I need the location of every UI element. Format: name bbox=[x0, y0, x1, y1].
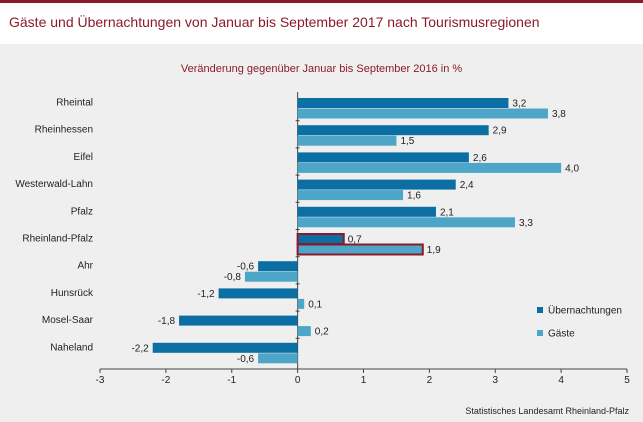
data-label: 0,2 bbox=[315, 327, 329, 338]
category-label: Pfalz bbox=[71, 206, 93, 217]
category-label: Naheland bbox=[50, 342, 93, 353]
legend-swatch-uebernachtungen bbox=[537, 307, 543, 313]
x-tick-label: -1 bbox=[227, 375, 236, 386]
data-label: 4,0 bbox=[565, 163, 579, 174]
data-label: 2,6 bbox=[473, 153, 487, 164]
category-label: Rheinhessen bbox=[35, 125, 93, 136]
data-label: -1,2 bbox=[197, 289, 215, 300]
data-label: 3,8 bbox=[552, 109, 566, 120]
bar-gaeste bbox=[296, 243, 424, 256]
bar-uebernachtungen bbox=[296, 233, 345, 245]
data-label: 1,5 bbox=[400, 136, 414, 147]
source-note: Statistisches Landesamt Rheinland-Pfalz bbox=[465, 406, 629, 416]
data-label: 1,6 bbox=[407, 191, 421, 202]
legend-label: Übernachtungen bbox=[548, 305, 622, 317]
bar-gaeste bbox=[297, 135, 397, 146]
data-label: 0,7 bbox=[348, 235, 362, 246]
bar-uebernachtungen bbox=[297, 152, 469, 163]
bar-uebernachtungen bbox=[297, 206, 436, 217]
bar-uebernachtungen bbox=[179, 315, 298, 326]
data-label: 2,4 bbox=[460, 180, 474, 191]
data-label: 3,2 bbox=[512, 99, 526, 110]
legend-swatch-gaeste bbox=[537, 330, 543, 336]
top-accent-bar bbox=[0, 0, 643, 3]
bar-gaeste bbox=[297, 190, 404, 201]
x-tick-label: 3 bbox=[492, 375, 498, 386]
category-label: Eifel bbox=[74, 152, 93, 163]
bar-gaeste bbox=[297, 326, 311, 337]
x-tick-label: 5 bbox=[624, 375, 630, 386]
bar-gaeste bbox=[297, 298, 305, 309]
bar-uebernachtungen bbox=[218, 288, 298, 299]
data-label: -0,8 bbox=[224, 272, 242, 283]
x-tick-label: 1 bbox=[361, 375, 367, 386]
data-label: -0,6 bbox=[237, 262, 255, 273]
data-label: 2,1 bbox=[440, 207, 454, 218]
data-label: -2,2 bbox=[131, 343, 149, 354]
data-label: 1,9 bbox=[427, 245, 441, 256]
x-tick-label: 0 bbox=[295, 375, 301, 386]
category-label: Ahr bbox=[77, 261, 93, 272]
bar-uebernachtungen bbox=[152, 342, 298, 353]
bar-gaeste bbox=[297, 162, 562, 173]
category-label: Rheinland-Pfalz bbox=[22, 234, 93, 245]
page-title: Gäste und Übernachtungen von Januar bis … bbox=[9, 14, 540, 30]
category-label: Mosel-Saar bbox=[42, 315, 94, 326]
data-label: 2,9 bbox=[493, 126, 507, 137]
bar-gaeste bbox=[258, 353, 298, 364]
data-label: 0,1 bbox=[308, 299, 322, 310]
bar-gaeste bbox=[297, 217, 516, 228]
data-label: 3,3 bbox=[519, 218, 533, 229]
bar-uebernachtungen bbox=[297, 125, 489, 136]
bar-uebernachtungen bbox=[258, 261, 298, 272]
x-tick-label: -3 bbox=[96, 375, 105, 386]
data-label: -1,8 bbox=[158, 316, 176, 327]
x-tick-label: 2 bbox=[427, 375, 433, 386]
bar-gaeste bbox=[297, 108, 548, 119]
bar-gaeste bbox=[244, 271, 298, 282]
data-label: -0,6 bbox=[237, 354, 255, 365]
category-label: Westerwald-Lahn bbox=[15, 179, 93, 190]
chart-subtitle: Veränderung gegenüber Januar bis Septemb… bbox=[180, 63, 463, 75]
legend-label: Gäste bbox=[548, 329, 575, 340]
category-label: Hunsrück bbox=[51, 288, 94, 299]
x-tick-label: -2 bbox=[161, 375, 170, 386]
bar-uebernachtungen bbox=[297, 179, 456, 190]
x-tick-label: 4 bbox=[558, 375, 564, 386]
category-label: Rheintal bbox=[56, 98, 93, 109]
bar-uebernachtungen bbox=[297, 98, 509, 108]
